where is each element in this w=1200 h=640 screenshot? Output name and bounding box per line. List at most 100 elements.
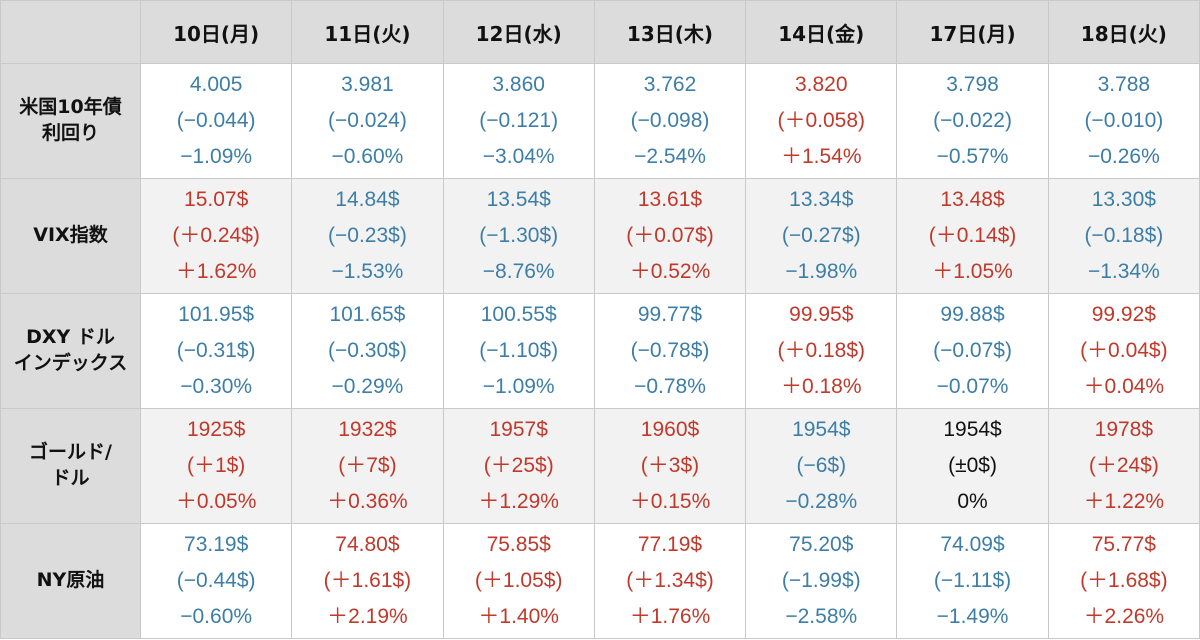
price-value: 99.95$ xyxy=(789,303,854,326)
change-value: (−0.022) xyxy=(933,109,1012,132)
row-label-line: ゴールド/ xyxy=(29,441,112,464)
price-value: 3.860 xyxy=(492,73,545,96)
value-cell: 99.88$ (−0.07$) −0.07% xyxy=(896,293,1049,409)
value-cell: 3.820 (＋0.058) ＋1.54% xyxy=(745,63,898,179)
value-cell: 1978$ (＋24$) ＋1.22% xyxy=(1047,408,1200,524)
percent-change-value: ＋0.05% xyxy=(175,490,257,513)
percent-change-value: −1.34% xyxy=(1087,260,1160,283)
price-value: 13.54$ xyxy=(486,188,551,211)
change-value: (−1.99$) xyxy=(781,569,861,592)
price-value: 1957$ xyxy=(489,418,548,441)
row-label-line: DXY ドル xyxy=(26,326,115,349)
date-header: 17日(月) xyxy=(896,0,1049,64)
table-row-dxy-dollar-index: DXY ドル インデックス 101.95$ (−0.31$) −0.30% 101.65$… xyxy=(0,293,1200,409)
change-value: (−0.121) xyxy=(479,109,559,132)
price-value: 1954$ xyxy=(792,418,851,441)
change-value: (−0.27$) xyxy=(781,224,861,247)
change-value: (＋1$) xyxy=(186,454,246,477)
percent-change-value: ＋0.15% xyxy=(629,490,711,513)
percent-change-value: ＋1.29% xyxy=(478,490,559,513)
row-label: 米国10年債 利回り xyxy=(0,63,141,179)
row-label-line: インデックス xyxy=(13,352,128,374)
date-header: 12日(水) xyxy=(442,0,595,64)
value-cell: 13.30$ (−0.18$) −1.34% xyxy=(1047,178,1200,294)
date-header: 13日(木) xyxy=(593,0,747,64)
price-value: 74.09$ xyxy=(940,533,1005,556)
row-label-line: 米国10年債 xyxy=(19,96,122,119)
value-cell: 75.85$ (＋1.05$) ＋1.40% xyxy=(442,523,595,639)
value-cell: 3.981 (−0.024) −0.60% xyxy=(291,63,444,179)
value-cell: 3.860 (−0.121) −3.04% xyxy=(442,63,595,179)
change-value: (−0.098) xyxy=(630,109,710,132)
change-value: (＋0.04$) xyxy=(1080,339,1168,362)
percent-change-value: −0.26% xyxy=(1087,145,1160,168)
value-cell: 1960$ (＋3$) ＋0.15% xyxy=(593,408,747,524)
percent-change-value: −0.07% xyxy=(936,375,1009,398)
value-cell: 74.09$ (−1.11$) −1.49% xyxy=(896,523,1049,639)
change-value: (＋0.058) xyxy=(777,109,866,132)
value-cell: 1954$ (±0$) 0% xyxy=(896,408,1049,524)
percent-change-value: −0.60% xyxy=(180,605,253,628)
value-cell: 1954$ (−6$) −0.28% xyxy=(745,408,898,524)
date-header: 14日(金) xyxy=(745,0,898,64)
percent-change-value: ＋1.62% xyxy=(175,260,257,283)
price-value: 3.788 xyxy=(1097,73,1151,96)
value-cell: 75.77$ (＋1.68$) ＋2.26% xyxy=(1047,523,1200,639)
date-header: 18日(火) xyxy=(1047,0,1200,64)
price-value: 99.88$ xyxy=(940,303,1005,326)
date-header: 11日(火) xyxy=(291,0,444,64)
change-value: (＋7$) xyxy=(338,454,397,477)
date-header: 10日(月) xyxy=(139,0,293,64)
percent-change-value: −1.09% xyxy=(482,375,555,398)
change-value: (±0$) xyxy=(948,454,997,477)
percent-change-value: −8.76% xyxy=(482,260,555,283)
value-cell: 1957$ (＋25$) ＋1.29% xyxy=(442,408,595,524)
value-cell: 101.65$ (−0.30$) −0.29% xyxy=(291,293,444,409)
change-value: (＋1.68$) xyxy=(1080,569,1168,592)
change-value: (−0.23$) xyxy=(328,224,407,247)
change-value: (−0.044) xyxy=(176,109,256,132)
percent-change-value: −3.04% xyxy=(482,145,555,168)
change-value: (−0.31$) xyxy=(176,339,256,362)
percent-change-value: −2.54% xyxy=(634,145,706,168)
row-label-line: 利回り xyxy=(41,122,99,144)
change-value: (＋1.61$) xyxy=(323,569,412,592)
value-cell: 99.95$ (＋0.18$) ＋0.18% xyxy=(745,293,898,409)
change-value: (−1.10$) xyxy=(479,339,559,362)
table-row-vix-index: VIX指数 15.07$ (＋0.24$) ＋1.62% 14.84$ (−0.23$) −… xyxy=(0,178,1200,294)
percent-change-value: 0% xyxy=(957,490,988,513)
price-value: 75.20$ xyxy=(789,533,854,556)
row-label: DXY ドル インデックス xyxy=(0,293,141,409)
percent-change-value: −0.29% xyxy=(331,375,404,398)
price-value: 75.85$ xyxy=(486,533,551,556)
price-value: 13.30$ xyxy=(1091,188,1156,211)
value-cell: 13.54$ (−1.30$) −8.76% xyxy=(442,178,595,294)
price-value: 101.95$ xyxy=(178,303,255,326)
value-cell: 101.95$ (−0.31$) −0.30% xyxy=(139,293,293,409)
change-value: (＋0.07$) xyxy=(626,224,714,247)
change-value: (＋25$) xyxy=(483,454,554,477)
value-cell: 77.19$ (＋1.34$) ＋1.76% xyxy=(593,523,747,639)
price-value: 1978$ xyxy=(1094,418,1154,441)
price-value: 13.34$ xyxy=(789,188,854,211)
row-label: VIX指数 xyxy=(0,178,141,294)
percent-change-value: −0.57% xyxy=(936,145,1009,168)
percent-change-value: ＋2.19% xyxy=(327,605,408,628)
percent-change-value: −1.98% xyxy=(785,260,858,283)
change-value: (−1.11$) xyxy=(933,569,1012,592)
price-value: 1960$ xyxy=(640,418,700,441)
percent-change-value: ＋0.36% xyxy=(327,490,408,513)
price-value: 3.981 xyxy=(341,73,394,96)
value-cell: 73.19$ (−0.44$) −0.60% xyxy=(139,523,293,639)
price-value: 74.80$ xyxy=(335,533,400,556)
change-value: (−0.18$) xyxy=(1084,224,1164,247)
change-value: (＋0.14$) xyxy=(928,224,1017,247)
price-value: 75.77$ xyxy=(1091,533,1156,556)
table-row-ny-crude-oil: NY原油 73.19$ (−0.44$) −0.60% 74.80$ (＋1.61$) ＋2… xyxy=(0,523,1200,639)
price-value: 15.07$ xyxy=(184,188,249,211)
value-cell: 14.84$ (−0.23$) −1.53% xyxy=(291,178,444,294)
percent-change-value: −0.28% xyxy=(785,490,858,513)
value-cell: 75.20$ (−1.99$) −2.58% xyxy=(745,523,898,639)
percent-change-value: −0.30% xyxy=(180,375,253,398)
row-label-line: ドル xyxy=(51,467,90,489)
